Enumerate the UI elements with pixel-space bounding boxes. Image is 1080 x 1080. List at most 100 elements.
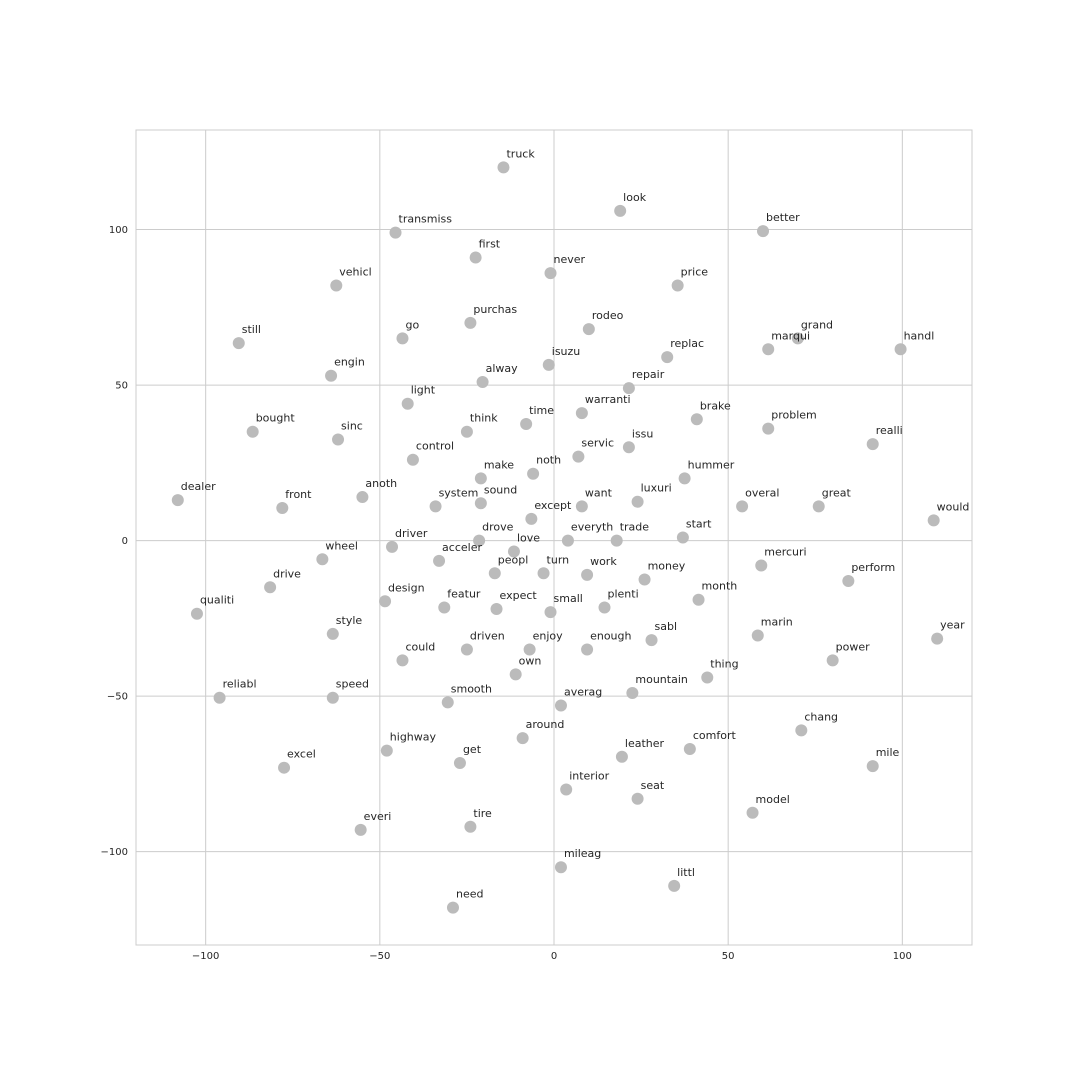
data-point <box>683 743 696 756</box>
y-tick-label: −50 <box>107 692 128 703</box>
point-label: own <box>519 654 542 667</box>
data-point <box>554 861 567 874</box>
data-point <box>380 744 393 757</box>
data-point <box>354 823 367 836</box>
data-point <box>736 500 749 513</box>
data-point <box>931 632 944 645</box>
data-point <box>927 514 940 527</box>
point-label: chang <box>804 710 838 723</box>
point-label: price <box>681 266 709 279</box>
data-point <box>795 724 808 737</box>
data-point <box>661 351 674 364</box>
data-point <box>842 575 855 588</box>
point-label: transmiss <box>399 213 453 226</box>
data-point <box>626 687 639 700</box>
data-point <box>598 601 611 614</box>
point-label: start <box>686 518 712 531</box>
data-point <box>622 441 635 454</box>
data-point <box>638 573 651 586</box>
data-point <box>464 820 477 833</box>
point-label: speed <box>336 678 369 691</box>
point-label: system <box>439 486 479 499</box>
point-label: around <box>526 718 565 731</box>
point-label: great <box>822 486 852 499</box>
point-label: never <box>554 253 586 266</box>
point-label: leather <box>625 737 665 750</box>
point-label: brake <box>700 399 731 412</box>
point-label: work <box>590 555 617 568</box>
point-label: noth <box>536 454 561 467</box>
point-label: marqui <box>771 329 810 342</box>
data-point <box>460 643 473 656</box>
data-point <box>615 750 628 763</box>
point-label: handl <box>904 329 935 342</box>
point-label: expect <box>500 589 538 602</box>
data-point <box>537 567 550 580</box>
grid-lines <box>136 130 972 945</box>
point-label: replac <box>670 337 704 350</box>
point-label: comfort <box>693 729 737 742</box>
data-point <box>406 453 419 466</box>
point-label: issu <box>632 427 654 440</box>
y-tick-label: 100 <box>109 225 128 236</box>
data-point <box>438 601 451 614</box>
point-label: need <box>456 888 484 901</box>
data-point <box>396 332 409 345</box>
data-point <box>826 654 839 667</box>
data-point <box>525 512 538 525</box>
data-point <box>523 643 536 656</box>
data-point <box>516 732 529 745</box>
data-point <box>692 593 705 606</box>
data-point <box>755 559 768 572</box>
data-point <box>762 422 775 435</box>
point-label: design <box>388 581 425 594</box>
point-label: truck <box>506 147 535 160</box>
point-label: front <box>285 488 312 501</box>
data-point <box>812 500 825 513</box>
data-point <box>379 595 392 608</box>
data-point <box>645 634 658 647</box>
point-label: enjoy <box>533 629 564 642</box>
data-point <box>264 581 277 594</box>
data-point <box>507 545 520 558</box>
data-point <box>446 901 459 914</box>
point-label: year <box>940 619 965 632</box>
point-label: time <box>529 404 554 417</box>
point-label: control <box>416 440 454 453</box>
point-label: dealer <box>181 480 216 493</box>
plot-frame <box>135 129 973 946</box>
point-label: alway <box>486 362 519 375</box>
point-label: wheel <box>325 539 358 552</box>
point-label: featur <box>447 587 481 600</box>
point-label: isuzu <box>552 345 581 358</box>
data-point <box>746 806 759 819</box>
data-point <box>614 204 627 217</box>
point-label: averag <box>564 685 602 698</box>
point-label: could <box>405 640 435 653</box>
point-label: repair <box>632 368 665 381</box>
point-label: money <box>648 559 686 572</box>
point-label: enough <box>590 629 631 642</box>
point-label: marin <box>761 615 793 628</box>
tick-labels: −100 −50 0 50 100 −100 −50 0 50 100 <box>101 225 912 962</box>
data-point <box>389 226 402 239</box>
point-label: get <box>463 743 482 756</box>
data-point <box>866 438 879 451</box>
point-label: anoth <box>365 477 397 490</box>
data-point <box>326 691 339 704</box>
point-label: reliabl <box>223 678 257 691</box>
data-point <box>386 540 399 553</box>
point-label: peopl <box>498 553 529 566</box>
data-point <box>762 343 775 356</box>
data-point <box>469 251 482 264</box>
data-point <box>757 225 769 238</box>
point-label: except <box>534 499 572 512</box>
data-point <box>213 691 226 704</box>
data-point <box>473 534 486 547</box>
point-label: thing <box>710 657 738 670</box>
data-point <box>622 382 635 395</box>
data-point <box>190 607 203 620</box>
data-point <box>490 603 503 616</box>
data-point <box>356 491 369 504</box>
